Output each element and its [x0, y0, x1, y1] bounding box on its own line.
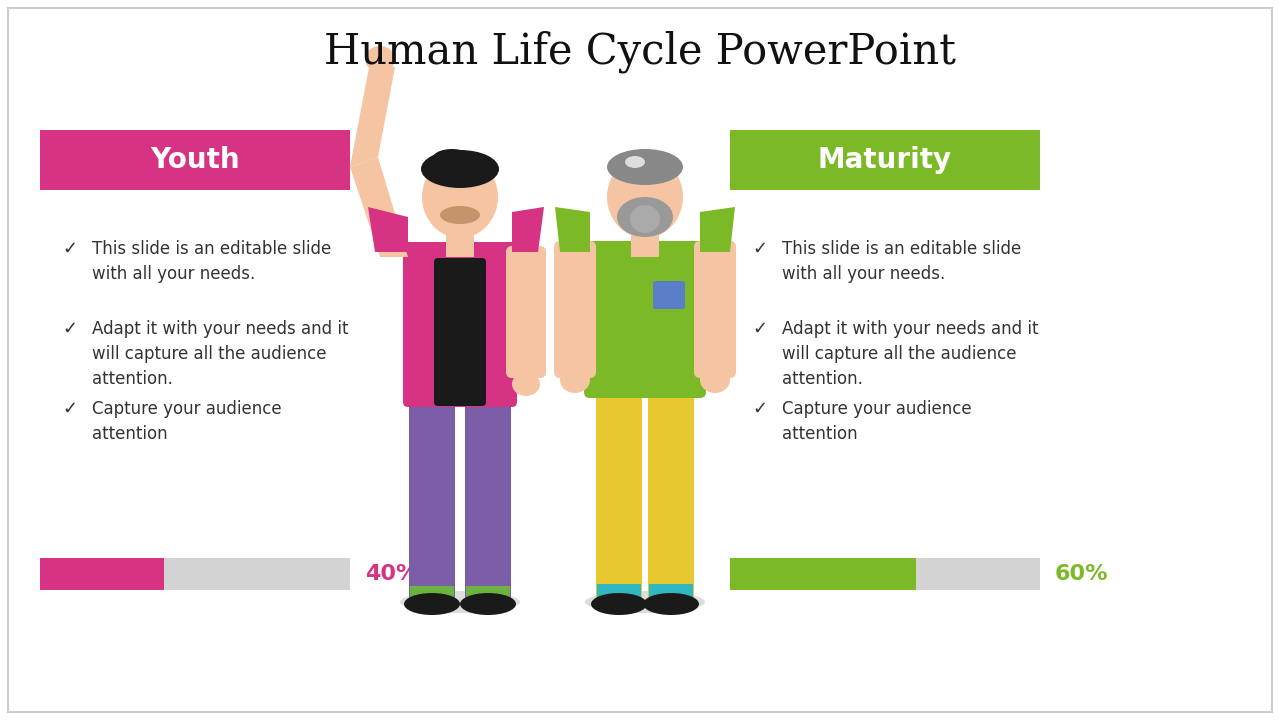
Bar [466, 586, 509, 602]
Ellipse shape [700, 367, 730, 393]
Polygon shape [556, 207, 590, 252]
Bar [40, 558, 164, 590]
Text: Human Life Cycle PowerPoint: Human Life Cycle PowerPoint [324, 31, 956, 73]
Ellipse shape [561, 367, 590, 393]
Ellipse shape [404, 593, 460, 615]
FancyBboxPatch shape [554, 241, 596, 378]
Text: Adapt it with your needs and it
will capture all the audience
attention.: Adapt it with your needs and it will cap… [782, 320, 1038, 388]
Ellipse shape [460, 593, 516, 615]
FancyBboxPatch shape [694, 241, 736, 378]
Text: This slide is an editable slide
with all your needs.: This slide is an editable slide with all… [782, 240, 1021, 283]
Ellipse shape [422, 156, 498, 238]
FancyBboxPatch shape [506, 246, 547, 378]
Polygon shape [700, 207, 735, 252]
Text: Maturity: Maturity [818, 146, 952, 174]
Text: Capture your audience
attention: Capture your audience attention [92, 400, 282, 443]
Text: 60%: 60% [1055, 564, 1108, 584]
Text: ✓: ✓ [753, 320, 767, 338]
FancyBboxPatch shape [648, 387, 694, 603]
Ellipse shape [643, 593, 699, 615]
Ellipse shape [585, 591, 705, 613]
Polygon shape [349, 157, 408, 257]
Ellipse shape [607, 156, 684, 238]
FancyBboxPatch shape [403, 242, 517, 407]
FancyBboxPatch shape [584, 241, 707, 398]
FancyBboxPatch shape [410, 397, 454, 603]
Polygon shape [349, 62, 396, 167]
Ellipse shape [440, 206, 480, 224]
Text: ✓: ✓ [753, 400, 767, 418]
Bar [596, 584, 641, 602]
Polygon shape [512, 207, 544, 252]
Ellipse shape [433, 149, 472, 169]
FancyBboxPatch shape [434, 258, 486, 406]
Ellipse shape [617, 197, 673, 237]
Bar [730, 558, 916, 590]
Bar [631, 229, 659, 257]
Bar [445, 227, 474, 257]
Ellipse shape [630, 205, 660, 233]
FancyBboxPatch shape [653, 281, 685, 309]
Text: ✓: ✓ [753, 240, 767, 258]
Text: Youth: Youth [150, 146, 239, 174]
Ellipse shape [625, 156, 645, 168]
FancyBboxPatch shape [465, 397, 511, 603]
Ellipse shape [591, 593, 646, 615]
Bar [730, 558, 1039, 590]
FancyBboxPatch shape [596, 387, 643, 603]
Text: ✓: ✓ [61, 400, 77, 418]
Polygon shape [369, 207, 408, 252]
Ellipse shape [399, 591, 520, 613]
Text: Adapt it with your needs and it
will capture all the audience
attention.: Adapt it with your needs and it will cap… [92, 320, 348, 388]
Text: ✓: ✓ [61, 320, 77, 338]
FancyBboxPatch shape [40, 130, 349, 190]
Bar [410, 586, 454, 602]
Text: ✓: ✓ [61, 240, 77, 258]
Bar [649, 584, 692, 602]
FancyBboxPatch shape [8, 8, 1272, 712]
Bar [40, 558, 349, 590]
Ellipse shape [365, 46, 396, 72]
Ellipse shape [607, 149, 684, 185]
Text: This slide is an editable slide
with all your needs.: This slide is an editable slide with all… [92, 240, 332, 283]
Text: Capture your audience
attention: Capture your audience attention [782, 400, 972, 443]
Ellipse shape [512, 372, 540, 396]
FancyBboxPatch shape [730, 130, 1039, 190]
Ellipse shape [421, 150, 499, 188]
Text: 40%: 40% [365, 564, 419, 584]
